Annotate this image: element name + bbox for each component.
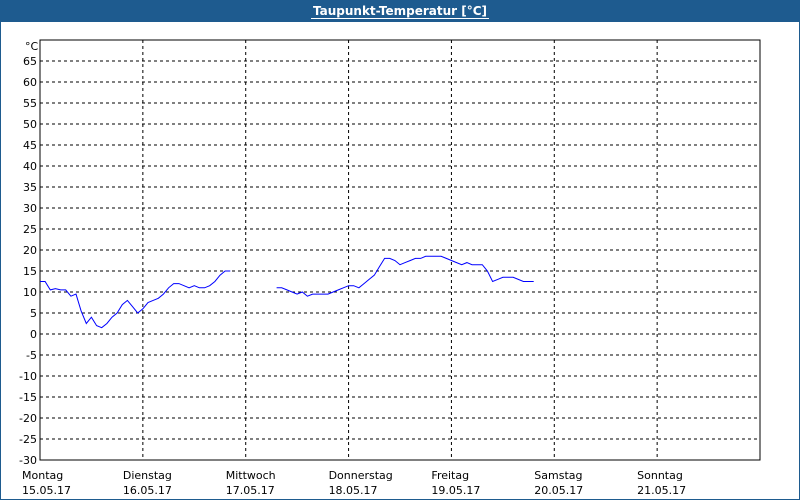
series-lines <box>40 255 534 329</box>
y-tick-label: 25 <box>23 223 37 236</box>
y-tick-label: -5 <box>26 349 37 362</box>
x-tick-day-label: Donnerstag <box>329 469 393 482</box>
y-tick-label: 0 <box>30 328 37 341</box>
y-tick-label: 15 <box>23 265 37 278</box>
y-tick-label: 20 <box>23 244 37 257</box>
y-tick-label: 40 <box>23 160 37 173</box>
series-line-segment <box>40 270 231 329</box>
y-tick-label: 60 <box>23 76 37 89</box>
y-tick-label: 35 <box>23 181 37 194</box>
y-tick-label: 55 <box>23 97 37 110</box>
x-tick-date-label: 15.05.17 <box>22 484 71 497</box>
y-tick-label: 30 <box>23 202 37 215</box>
x-tick-day-label: Freitag <box>431 469 469 482</box>
x-tick-date-label: 19.05.17 <box>431 484 480 497</box>
x-tick-day-label: Mittwoch <box>226 469 276 482</box>
grid-lines <box>40 40 760 460</box>
x-tick-day-label: Dienstag <box>123 469 172 482</box>
series-line-segment <box>276 255 534 297</box>
y-tick-label: -30 <box>19 454 37 467</box>
y-tick-label: -10 <box>19 370 37 383</box>
y-axis-unit-label: °C <box>25 40 39 53</box>
y-tick-label: 65 <box>23 55 37 68</box>
y-tick-label: -25 <box>19 433 37 446</box>
y-tick-label: 5 <box>30 307 37 320</box>
x-axis-ticks: Montag 15.05.17 Dienstag 16.05.17 Mittwoch 17… <box>22 469 686 497</box>
y-tick-label: -15 <box>19 391 37 404</box>
x-tick-date-label: 20.05.17 <box>534 484 583 497</box>
x-tick-day-label: Sonntag <box>637 469 683 482</box>
y-tick-label: 50 <box>23 118 37 131</box>
x-tick-date-label: 21.05.17 <box>637 484 686 497</box>
x-tick-day-label: Montag <box>22 469 63 482</box>
y-tick-label: 45 <box>23 139 37 152</box>
x-tick-date-label: 17.05.17 <box>226 484 275 497</box>
chart-title: Taupunkt-Temperatur [°C] <box>310 3 490 19</box>
x-tick-date-label: 16.05.17 <box>123 484 172 497</box>
x-tick-day-label: Samstag <box>534 469 582 482</box>
chart-title-bar: Taupunkt-Temperatur [°C] <box>0 0 800 22</box>
x-tick-date-label: 18.05.17 <box>329 484 378 497</box>
y-tick-label: 10 <box>23 286 37 299</box>
y-axis-ticks: 65605550454035302520151050-5-10-15-20-25… <box>19 55 37 467</box>
y-tick-label: -20 <box>19 412 37 425</box>
